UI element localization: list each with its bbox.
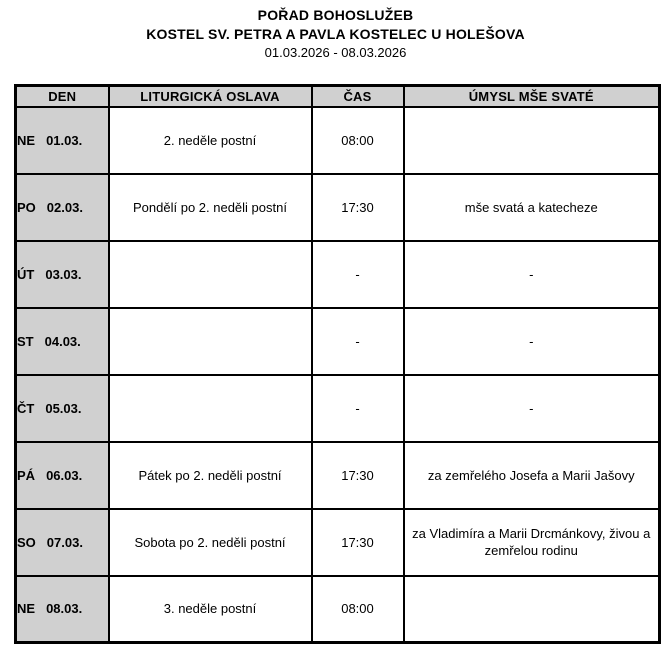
table-header-row: DEN LITURGICKÁ OSLAVA ČAS ÚMYSL MŠE SVAT… <box>14 84 661 108</box>
celebration-cell: Sobota po 2. neděli postní <box>107 507 313 577</box>
intention-cell: - <box>402 373 661 443</box>
day-date: 06.03. <box>46 467 83 483</box>
time-cell: 08:00 <box>310 105 405 175</box>
intention-cell: - <box>402 306 661 376</box>
celebration-cell: 2. neděle postní <box>107 105 313 175</box>
day-cell: NE 01.03. <box>14 105 110 175</box>
table-row: NE 08.03. 3. neděle postní 08:00 <box>14 574 661 644</box>
day-date: 07.03. <box>46 534 83 550</box>
celebration-cell: Pondělí po 2. neděli postní <box>107 172 313 242</box>
celebration-cell <box>107 239 313 309</box>
intention-cell <box>402 105 661 175</box>
day-abbr: ST <box>17 333 34 349</box>
celebration-cell <box>107 373 313 443</box>
day-cell: NE 08.03. <box>14 574 110 644</box>
day-date: 08.03. <box>46 601 83 617</box>
time-cell: 17:30 <box>310 507 405 577</box>
table-row: PO 02.03. Pondělí po 2. neděli postní 17… <box>14 172 661 242</box>
table-row: PÁ 06.03. Pátek po 2. neděli postní 17:3… <box>14 440 661 510</box>
day-date: 04.03. <box>44 333 81 349</box>
day-abbr: ÚT <box>17 266 35 282</box>
day-date: 01.03. <box>46 132 83 148</box>
table-row: NE 01.03. 2. neděle postní 08:00 <box>14 105 661 175</box>
celebration-cell <box>107 306 313 376</box>
time-cell: - <box>310 373 405 443</box>
intention-cell <box>402 574 661 644</box>
intention-cell: za zemřelého Josefa a Marii Jašovy <box>402 440 661 510</box>
day-cell: ČT 05.03. <box>14 373 110 443</box>
time-cell: - <box>310 306 405 376</box>
celebration-cell: Pátek po 2. neděli postní <box>107 440 313 510</box>
intention-cell: za Vladimíra a Marii Drcmánkovy, živou a… <box>402 507 661 577</box>
day-abbr: PÁ <box>17 467 36 483</box>
table-row: ÚT 03.03. - - <box>14 239 661 309</box>
day-cell: PÁ 06.03. <box>14 440 110 510</box>
day-abbr: NE <box>17 132 36 148</box>
day-date: 03.03. <box>45 266 82 282</box>
day-abbr: SO <box>17 534 36 550</box>
time-cell: 08:00 <box>310 574 405 644</box>
intention-cell: mše svatá a katecheze <box>402 172 661 242</box>
day-abbr: PO <box>17 199 36 215</box>
page-subtitle: KOSTEL SV. PETRA A PAVLA KOSTELEC U HOLE… <box>146 26 525 42</box>
table-row: SO 07.03. Sobota po 2. neděli postní 17:… <box>14 507 661 577</box>
day-cell: ST 04.03. <box>14 306 110 376</box>
day-date: 05.03. <box>45 400 82 416</box>
day-abbr: NE <box>17 601 36 617</box>
celebration-cell: 3. neděle postní <box>107 574 313 644</box>
time-cell: 17:30 <box>310 440 405 510</box>
schedule-table: DEN LITURGICKÁ OSLAVA ČAS ÚMYSL MŠE SVAT… <box>14 84 661 644</box>
header-cell-cas: ČAS <box>310 84 405 108</box>
date-range: 01.03.2026 - 08.03.2026 <box>264 45 407 60</box>
table-row: ČT 05.03. - - <box>14 373 661 443</box>
day-cell: SO 07.03. <box>14 507 110 577</box>
time-cell: - <box>310 239 405 309</box>
table-row: ST 04.03. - - <box>14 306 661 376</box>
header-cell-den: DEN <box>14 84 110 108</box>
day-cell: PO 02.03. <box>14 172 110 242</box>
document-header: POŘAD BOHOSLUŽEB KOSTEL SV. PETRA A PAVL… <box>0 0 671 62</box>
day-abbr: ČT <box>17 400 35 416</box>
day-date: 02.03. <box>46 199 83 215</box>
day-cell: ÚT 03.03. <box>14 239 110 309</box>
intention-cell: - <box>402 239 661 309</box>
time-cell: 17:30 <box>310 172 405 242</box>
header-cell-liturgicka-oslava: LITURGICKÁ OSLAVA <box>107 84 313 108</box>
page-title: POŘAD BOHOSLUŽEB <box>257 7 414 23</box>
header-cell-umysl-mse-svate: ÚMYSL MŠE SVATÉ <box>402 84 661 108</box>
